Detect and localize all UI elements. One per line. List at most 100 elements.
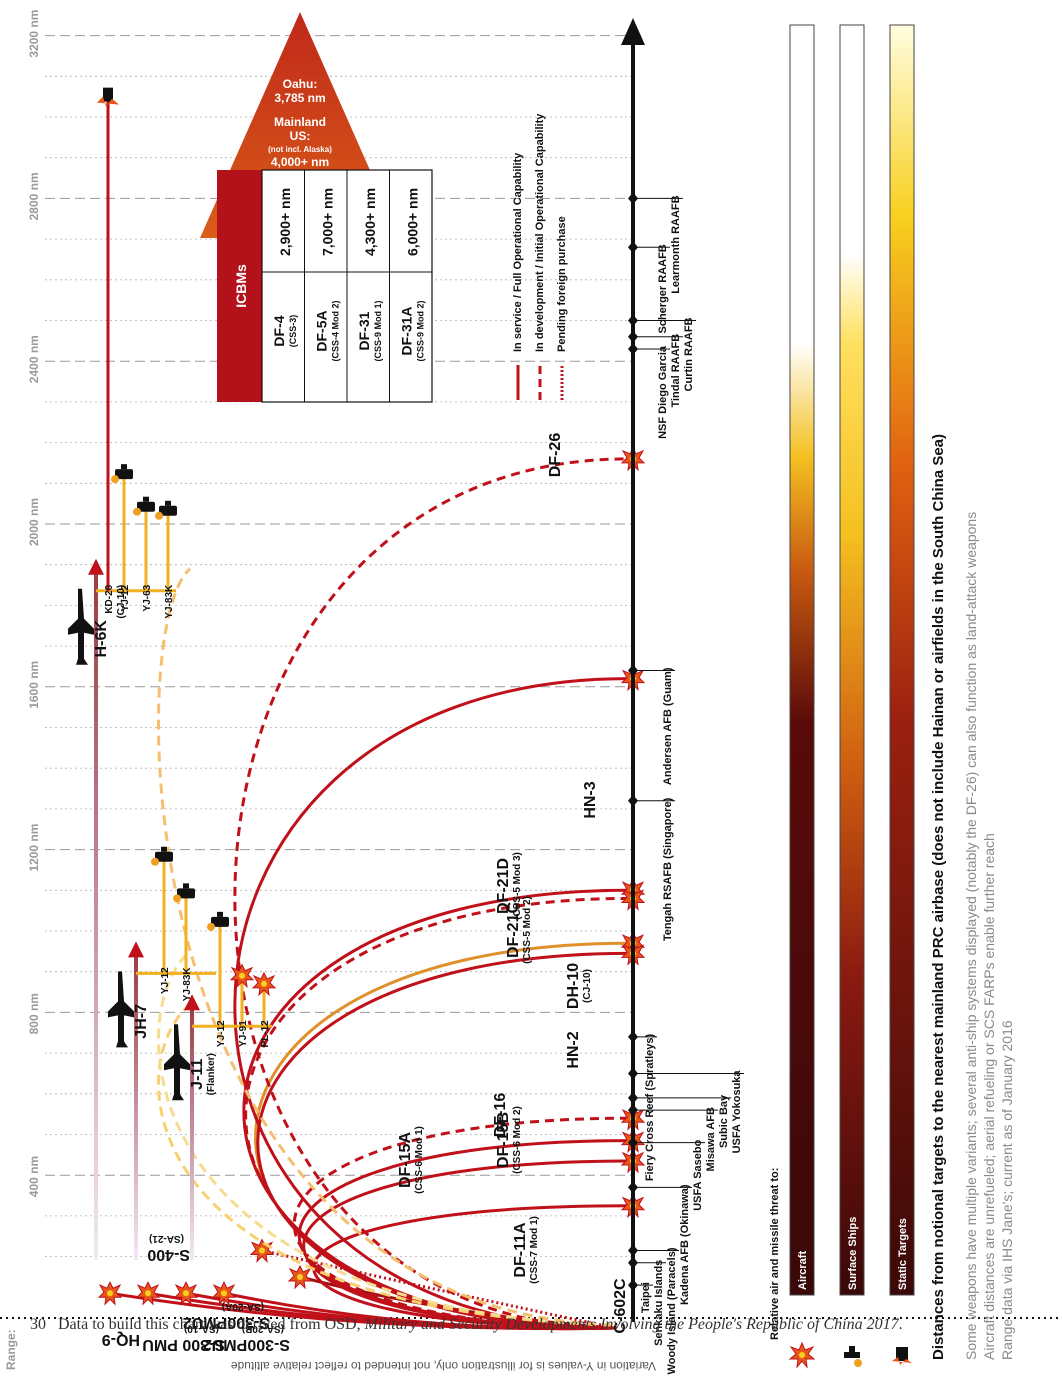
aircraft-range-arrow <box>128 941 144 958</box>
icbm-name: DF-4 <box>271 315 287 346</box>
missile-sublabel: (SA-10) <box>184 1323 219 1334</box>
status-legend: In service / Full Operational Capability… <box>512 113 568 400</box>
aircraft-label: J-11 <box>189 1059 206 1090</box>
missile-sublabel: (CSS-7 Mod 1) <box>529 1216 540 1284</box>
ship-target-icon <box>151 846 173 866</box>
missile-sublabel: (CJ-10) <box>582 969 593 1003</box>
aircraft-range-line <box>94 568 98 1260</box>
ship-target-icon <box>155 500 177 520</box>
note-1: Some weapons have multiple variants; sev… <box>963 512 979 1360</box>
missile-arc <box>244 896 629 1330</box>
aircraft-label: JH-7 <box>133 1004 150 1039</box>
ship-target-icon <box>173 883 195 903</box>
aircraft-silhouette-icon <box>68 588 94 665</box>
threat-bar-aircraft <box>789 24 815 1296</box>
target-label: Scherger RAAFB <box>657 244 669 333</box>
weapon-label: YJ-91 <box>238 1020 249 1047</box>
missile-label: DF-15B <box>495 1112 512 1168</box>
target-label: Subic Bay <box>718 1094 730 1148</box>
weapon-label: KD-20 <box>104 584 115 613</box>
target-label: Curtin RAAFB <box>683 317 695 391</box>
missile-label: C-602C <box>612 1278 629 1334</box>
legend-in-service: In service / Full Operational Capability <box>512 152 524 352</box>
missile-label: DF-21D <box>495 858 512 914</box>
weapon-label: YJ-83K <box>182 967 193 1002</box>
missile-label: DH-10 <box>565 963 582 1009</box>
missile-label: DF-11A <box>512 1222 529 1278</box>
icbm-sub: (CSS-3) <box>288 315 298 348</box>
missile-arc <box>233 677 629 1330</box>
aircraft-range-arrow <box>88 558 104 575</box>
aircraft-ranges: J-11 (Flanker) YJ-12 YJ-91 PL-12 JH-7 YJ-12 YJ-… <box>68 87 277 1260</box>
icbm-sub: (CSS-9 Mod 1) <box>373 300 383 361</box>
footnote: 30 Data to build this chart was derived f… <box>30 1314 1010 1336</box>
ship-target-icon <box>207 911 229 931</box>
x-tick-label: 2400 nm <box>27 335 41 383</box>
missile-arc <box>302 1159 629 1330</box>
threat-bar-static <box>889 24 915 1296</box>
target-burst-icon <box>211 1281 237 1306</box>
icbm-arrow-text: Oahu: 3,785 nm Mainland US: (not incl. A… <box>268 77 332 169</box>
target-label: NSF Diego Garcia <box>657 345 669 439</box>
range-axis-caption: Range: <box>4 1329 18 1370</box>
threat-bar-ships <box>839 24 865 1296</box>
caption-block: Distances from notional targets to the n… <box>4 434 1015 1373</box>
x-tick-label: 1600 nm <box>27 661 41 709</box>
missile-arc <box>261 1249 616 1330</box>
target-labels: Taipei Senkaku Islands Woody Island (Parac… <box>628 192 744 1374</box>
missile-label: HQ-9 <box>102 1331 140 1348</box>
aircraft-sweep-arc <box>157 567 613 1327</box>
icbm-table-header <box>217 170 262 402</box>
target-label: Andersen AFB (Guam) <box>662 667 674 785</box>
target-label: Kadena AFB (Okinawa) <box>679 1184 691 1305</box>
missile-sublabel: (SA-20A) <box>222 1301 264 1312</box>
ship-burst-icon <box>844 1346 862 1367</box>
icbm-range: 2,900+ nm <box>277 188 293 256</box>
missile-sublabel: (SA-21) <box>149 1233 184 1244</box>
target-label: USFA Sasebo <box>692 1139 704 1210</box>
weapon-sublabel: (CJ-10) <box>116 585 127 619</box>
x-tick-label: 2000 nm <box>27 498 41 546</box>
missile-arc <box>242 888 629 1330</box>
aircraft-burst-icon <box>788 1341 816 1369</box>
icbm-range: 6,000+ nm <box>405 188 421 256</box>
icbm-arrow-line-4: US: <box>290 129 311 143</box>
target-label: USFA Yokosuka <box>731 1070 743 1154</box>
icbm-sub: (CSS-9 Mod 2) <box>416 300 426 361</box>
static-target-burst-icon <box>892 1347 912 1365</box>
x-tick-label: 400 nm <box>27 1156 41 1197</box>
x-tick-label: 800 nm <box>27 993 41 1034</box>
missile-label: DF-21C <box>505 902 522 958</box>
weapon-label: YJ-83K <box>164 584 175 619</box>
legend-in-development: In development / Initial Operational Cap… <box>534 113 546 352</box>
icbm-range: 7,000+ nm <box>320 188 336 256</box>
threat-bars: Aircraft Surface Ships Static Targets Re… <box>769 24 915 1369</box>
missile-sublabel: (CSS-6 Mod 2) <box>512 1106 523 1174</box>
missile-arc <box>297 1139 629 1330</box>
target-burst-icon <box>287 1264 313 1290</box>
target-burst-icon <box>135 1281 161 1306</box>
missile-label: S-300PMU2 <box>203 1336 290 1353</box>
aircraft-sublabel: (Flanker) <box>206 1053 217 1095</box>
missile-label: HN-3 <box>582 781 599 818</box>
note-2: Aircraft distances are unrefueled; aeria… <box>981 833 997 1360</box>
threat-bar-label-aircraft: Aircraft <box>797 1251 809 1290</box>
missile-arc <box>233 457 629 1330</box>
icbm-arrow-line-5: (not incl. Alaska) <box>268 145 332 154</box>
x-tick-label: 1200 nm <box>27 824 41 872</box>
aircraft-range-arrow <box>184 994 200 1011</box>
footnote-suffix: . <box>898 1316 903 1333</box>
relative-threat-label: Relative air and missile threat to: <box>769 1168 781 1340</box>
weapon-label: YJ-63 <box>142 584 153 611</box>
missile-label: S-300PMU2 <box>183 1314 270 1331</box>
aircraft-label: H-6K <box>93 620 110 658</box>
aircraft-target-burst-icon <box>251 971 277 997</box>
footnote-source-title: Military and Security Developments Invol… <box>364 1316 899 1333</box>
target-label: Learmonth RAAFB <box>670 195 682 293</box>
aircraft-silhouette-icon <box>164 1024 190 1101</box>
weapon-label: PL-12 <box>260 1020 271 1048</box>
icbm-panel: Oahu: 3,785 nm Mainland US: (not incl. A… <box>200 12 433 403</box>
icbm-range: 4,300+ nm <box>362 188 378 256</box>
ship-target-icon <box>111 464 133 484</box>
missile-arcs <box>97 446 646 1331</box>
